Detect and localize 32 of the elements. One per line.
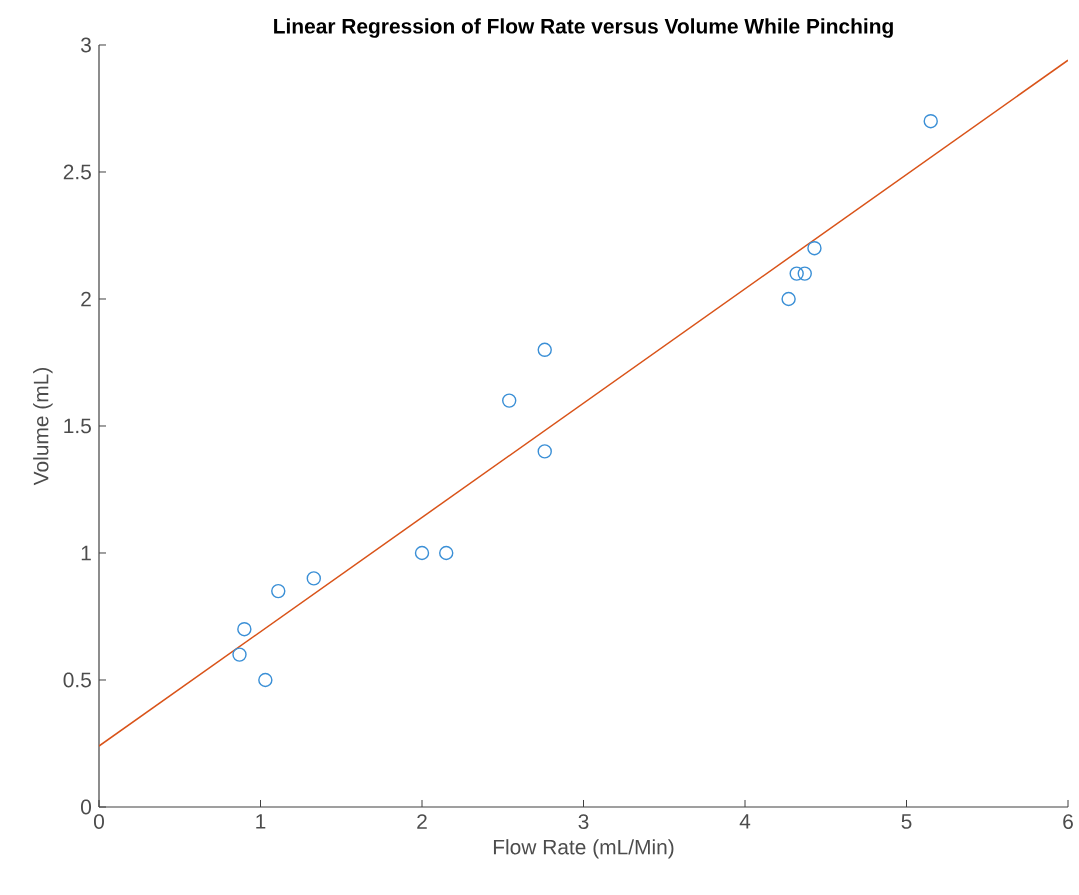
point	[258, 672, 273, 688]
point	[781, 291, 796, 307]
x-tick-label: 1	[256, 814, 266, 829]
x-tick-label: 5	[901, 814, 912, 829]
point	[232, 647, 247, 662]
y-tick-label: 2	[81, 291, 91, 307]
y-tick-label: 1	[81, 545, 91, 561]
point	[923, 113, 938, 129]
point	[439, 545, 454, 561]
point	[414, 545, 430, 561]
point	[271, 583, 286, 599]
point	[502, 393, 517, 408]
y-tick-label: 0	[81, 799, 91, 815]
y-tick-label: 2.5	[63, 164, 91, 180]
point	[537, 342, 552, 357]
chart-title: Linear Regression of Flow Rate versus Volume While Pinching	[274, 18, 893, 38]
x-tick-label: 4	[739, 814, 751, 829]
point	[237, 622, 252, 637]
y-tick-label: 1.5	[64, 418, 91, 434]
x-tick-label: 6	[1063, 814, 1073, 829]
y-tick-label: 3	[80, 37, 91, 53]
x-tick-label: 2	[417, 814, 427, 829]
point	[306, 571, 321, 586]
x-tick-label: 3	[578, 814, 589, 829]
y-axis-title: Volume (mL)	[33, 368, 53, 486]
point	[807, 241, 822, 256]
point	[797, 266, 812, 281]
y-tick-label: 0.5	[63, 672, 91, 688]
point	[789, 266, 804, 281]
x-tick-label: 0	[93, 814, 104, 829]
x-axis-title: Flow Rate (mL/Min)	[493, 839, 674, 859]
point	[537, 444, 552, 459]
